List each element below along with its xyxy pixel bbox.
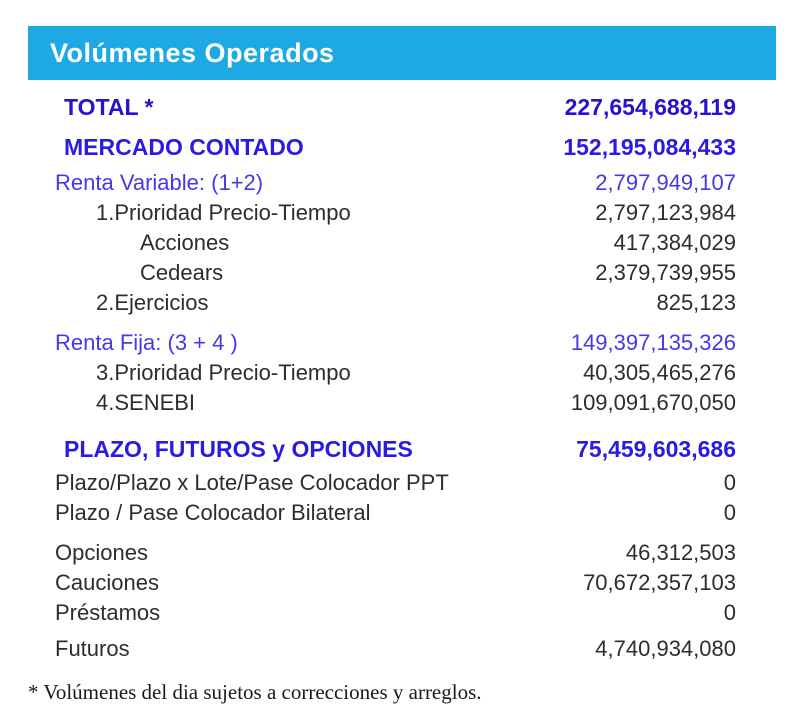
table-row: TOTAL * 227,654,688,119 (28, 92, 776, 122)
row-value: 149,397,135,326 (570, 330, 736, 355)
report-title-bar: Volúmenes Operados (28, 26, 776, 80)
table-row: 3.Prioridad Precio-Tiempo 40,305,465,276 (28, 358, 776, 388)
table-row: Cedears 2,379,739,955 (28, 258, 776, 288)
table-row: 2.Ejercicios 825,123 (28, 288, 776, 318)
row-value: 2,797,123,984 (595, 200, 736, 225)
row-value: 825,123 (656, 290, 736, 315)
row-value: 0 (723, 500, 736, 525)
row-label: 4.SENEBI (96, 390, 196, 415)
row-label: Cauciones (55, 570, 159, 595)
row-value: 109,091,670,050 (570, 390, 736, 415)
row-value: 0 (723, 600, 736, 625)
row-value: 40,305,465,276 (583, 360, 736, 385)
row-label: Futuros (55, 636, 130, 661)
row-label: Renta Variable: (1+2) (55, 170, 264, 195)
table-row: Plazo / Pase Colocador Bilateral 0 (28, 498, 776, 528)
table-row: Préstamos 0 (28, 598, 776, 628)
row-value: 70,672,357,103 (583, 570, 736, 595)
row-value: 152,195,084,433 (563, 134, 736, 160)
volumes-table: TOTAL * 227,654,688,119 MERCADO CONTADO 152… (28, 92, 776, 664)
table-row: Plazo/Plazo x Lote/Pase Colocador PPT 0 (28, 468, 776, 498)
row-label: Acciones (140, 230, 230, 255)
row-label: 1.Prioridad Precio-Tiempo (96, 200, 351, 225)
row-value: 2,379,739,955 (595, 260, 736, 285)
table-row: 1.Prioridad Precio-Tiempo 2,797,123,984 (28, 198, 776, 228)
row-value: 46,312,503 (625, 540, 736, 565)
row-label: Plazo/Plazo x Lote/Pase Colocador PPT (55, 470, 449, 495)
row-value: 0 (723, 470, 736, 495)
row-value: 4,740,934,080 (595, 636, 736, 661)
table-row: Renta Variable: (1+2) 2,797,949,107 (28, 168, 776, 198)
report-title: Volúmenes Operados (50, 37, 335, 68)
row-value: 2,797,949,107 (595, 170, 736, 195)
table-row: Futuros 4,740,934,080 (28, 634, 776, 664)
row-value: 227,654,688,119 (564, 94, 736, 120)
table-row: Renta Fija: (3 + 4 ) 149,397,135,326 (28, 328, 776, 358)
table-row: MERCADO CONTADO 152,195,084,433 (28, 132, 776, 162)
row-label: Cedears (140, 260, 224, 285)
volumes-report: Volúmenes Operados TOTAL * 227,654,688,11… (28, 26, 776, 705)
row-label: TOTAL * (64, 94, 154, 120)
table-row: 4.SENEBI 109,091,670,050 (28, 388, 776, 418)
row-label: MERCADO CONTADO (64, 134, 304, 160)
table-row: Opciones 46,312,503 (28, 538, 776, 568)
row-label: 3.Prioridad Precio-Tiempo (96, 360, 351, 385)
row-label: 2.Ejercicios (96, 290, 209, 315)
table-row: Cauciones 70,672,357,103 (28, 568, 776, 598)
table-row: PLAZO, FUTUROS y OPCIONES 75,459,603,686 (28, 434, 776, 464)
row-label: Renta Fija: (3 + 4 ) (55, 330, 238, 355)
row-value: 417,384,029 (613, 230, 736, 255)
table-row: Acciones 417,384,029 (28, 228, 776, 258)
row-label: Opciones (55, 540, 148, 565)
row-label: Plazo / Pase Colocador Bilateral (55, 500, 371, 525)
row-label: Préstamos (55, 600, 161, 625)
footnote: * Volúmenes del dia sujetos a correccion… (28, 680, 482, 704)
row-value: 75,459,603,686 (576, 436, 736, 462)
row-label: PLAZO, FUTUROS y OPCIONES (64, 436, 413, 462)
